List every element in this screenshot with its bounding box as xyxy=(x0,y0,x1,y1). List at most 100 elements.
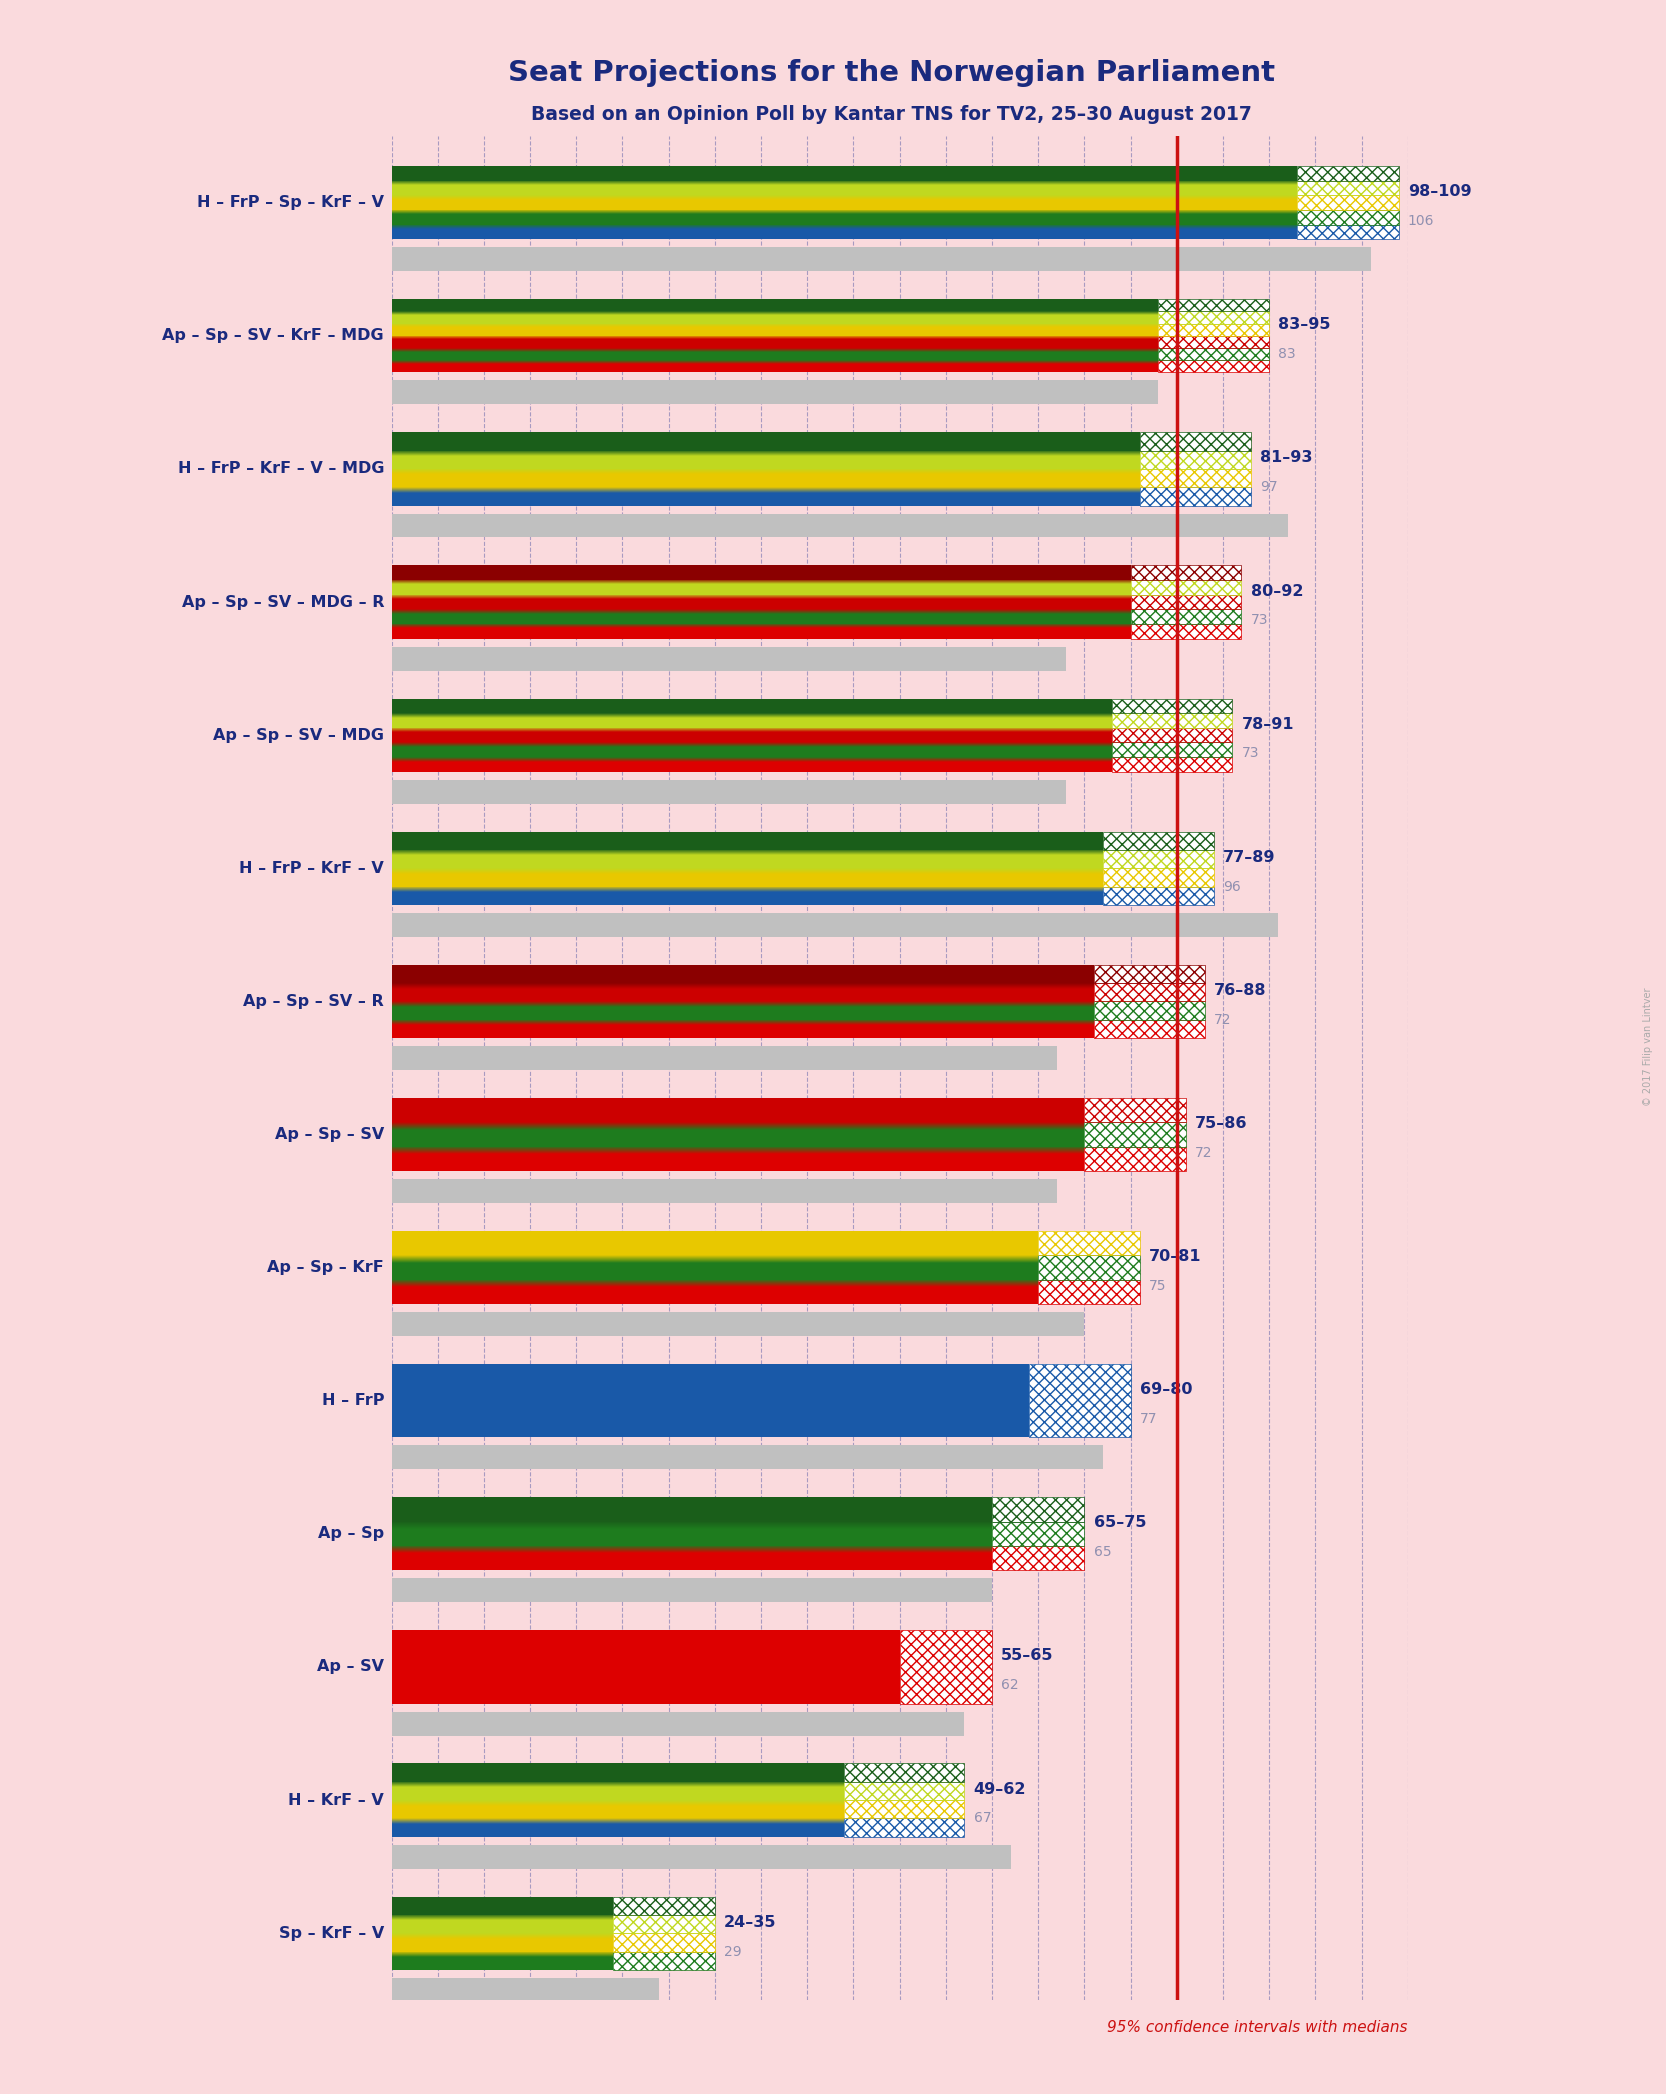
Bar xyxy=(392,327,1158,335)
Bar xyxy=(392,892,1103,905)
Text: Ap – Sp – SV – MDG: Ap – Sp – SV – MDG xyxy=(213,727,385,743)
Bar xyxy=(392,1958,613,1970)
Bar xyxy=(1131,565,1241,580)
Bar xyxy=(1038,1279,1140,1305)
Bar xyxy=(1158,312,1269,325)
Text: Based on an Opinion Poll by Kantar TNS for TV2, 25–30 August 2017: Based on an Opinion Poll by Kantar TNS f… xyxy=(531,105,1251,124)
Bar xyxy=(1140,469,1251,488)
Bar xyxy=(392,299,1158,312)
Bar xyxy=(1296,209,1398,224)
Bar xyxy=(1103,869,1215,886)
Bar xyxy=(392,1179,1056,1204)
Bar xyxy=(1296,209,1398,224)
Bar xyxy=(845,1763,965,1782)
Bar xyxy=(1113,743,1233,758)
Bar xyxy=(392,1845,1011,1868)
Bar xyxy=(1038,1231,1140,1256)
Bar xyxy=(845,1801,965,1818)
Bar xyxy=(1158,325,1269,335)
Bar xyxy=(845,1782,965,1801)
Text: 65: 65 xyxy=(1093,1545,1111,1560)
Text: 76–88: 76–88 xyxy=(1215,982,1266,999)
Bar xyxy=(1296,224,1398,239)
Text: H – FrP – KrF – V – MDG: H – FrP – KrF – V – MDG xyxy=(178,461,385,477)
Bar xyxy=(1085,1148,1186,1171)
Bar xyxy=(1296,165,1398,180)
Text: Ap – Sp: Ap – Sp xyxy=(318,1527,385,1541)
Text: © 2017 Filip van Lintver: © 2017 Filip van Lintver xyxy=(1643,988,1653,1106)
Bar xyxy=(392,1231,1038,1256)
Bar xyxy=(1103,831,1215,850)
Bar xyxy=(613,1952,715,1970)
Bar xyxy=(392,1529,991,1545)
Bar xyxy=(1113,714,1233,729)
Bar xyxy=(392,492,1140,505)
Bar xyxy=(392,614,1131,624)
Bar xyxy=(1158,299,1269,312)
Bar xyxy=(845,1818,965,1836)
Text: 95% confidence intervals with medians: 95% confidence intervals with medians xyxy=(1108,2021,1408,2035)
Text: 67: 67 xyxy=(973,1811,991,1826)
Text: H – FrP: H – FrP xyxy=(322,1393,385,1409)
Bar xyxy=(392,1154,1085,1171)
Bar xyxy=(392,1897,613,1914)
Bar xyxy=(1030,1363,1131,1436)
Bar xyxy=(1131,595,1241,609)
Bar xyxy=(1296,195,1398,209)
Bar xyxy=(392,1788,845,1801)
Bar xyxy=(1296,224,1398,239)
Bar xyxy=(392,456,1140,469)
Bar xyxy=(1296,195,1398,209)
Text: 83: 83 xyxy=(1278,348,1296,360)
Bar xyxy=(392,762,1113,773)
Text: Ap – Sp – KrF: Ap – Sp – KrF xyxy=(267,1261,385,1275)
Bar xyxy=(991,1522,1085,1545)
Bar xyxy=(1140,431,1251,450)
Bar xyxy=(1038,1231,1140,1256)
Bar xyxy=(991,1497,1085,1522)
Text: Seat Projections for the Norwegian Parliament: Seat Projections for the Norwegian Parli… xyxy=(508,59,1274,86)
Bar xyxy=(392,699,1113,714)
Text: 55–65: 55–65 xyxy=(1001,1648,1055,1663)
Bar xyxy=(1158,348,1269,360)
Text: 78–91: 78–91 xyxy=(1241,716,1294,731)
Bar xyxy=(991,1497,1085,1522)
Bar xyxy=(1296,180,1398,195)
Text: 106: 106 xyxy=(1408,214,1434,228)
Text: H – FrP – KrF – V: H – FrP – KrF – V xyxy=(240,861,385,875)
Bar xyxy=(392,718,1113,729)
Bar xyxy=(392,1445,1103,1470)
Bar xyxy=(392,339,1158,348)
Text: Ap – SV: Ap – SV xyxy=(317,1658,385,1675)
Bar xyxy=(392,565,1131,580)
Text: 77–89: 77–89 xyxy=(1223,850,1276,865)
Bar xyxy=(1085,1122,1186,1148)
Bar xyxy=(1140,431,1251,450)
Bar xyxy=(1131,565,1241,580)
Bar xyxy=(392,381,1158,404)
Bar xyxy=(392,965,1093,982)
Bar xyxy=(392,647,1066,670)
Text: 80–92: 80–92 xyxy=(1251,584,1303,599)
Text: H – KrF – V: H – KrF – V xyxy=(288,1792,385,1807)
Bar xyxy=(1158,360,1269,373)
Text: 96: 96 xyxy=(1223,879,1241,894)
Bar xyxy=(1140,450,1251,469)
Text: 98–109: 98–109 xyxy=(1408,184,1471,199)
Bar xyxy=(900,1631,991,1705)
Bar xyxy=(1030,1363,1131,1436)
Bar xyxy=(392,988,1093,1001)
Bar xyxy=(392,599,1131,609)
Text: 75–86: 75–86 xyxy=(1195,1116,1248,1131)
Bar xyxy=(1038,1256,1140,1279)
Bar xyxy=(1131,609,1241,624)
Text: Ap – Sp – SV – R: Ap – Sp – SV – R xyxy=(243,995,385,1009)
Bar xyxy=(1113,729,1233,743)
Bar xyxy=(1131,624,1241,639)
Bar xyxy=(392,584,1131,595)
Bar xyxy=(613,1933,715,1952)
Bar xyxy=(991,1545,1085,1570)
Bar xyxy=(392,1129,1085,1148)
Bar xyxy=(392,1920,613,1933)
Bar xyxy=(1093,965,1205,982)
